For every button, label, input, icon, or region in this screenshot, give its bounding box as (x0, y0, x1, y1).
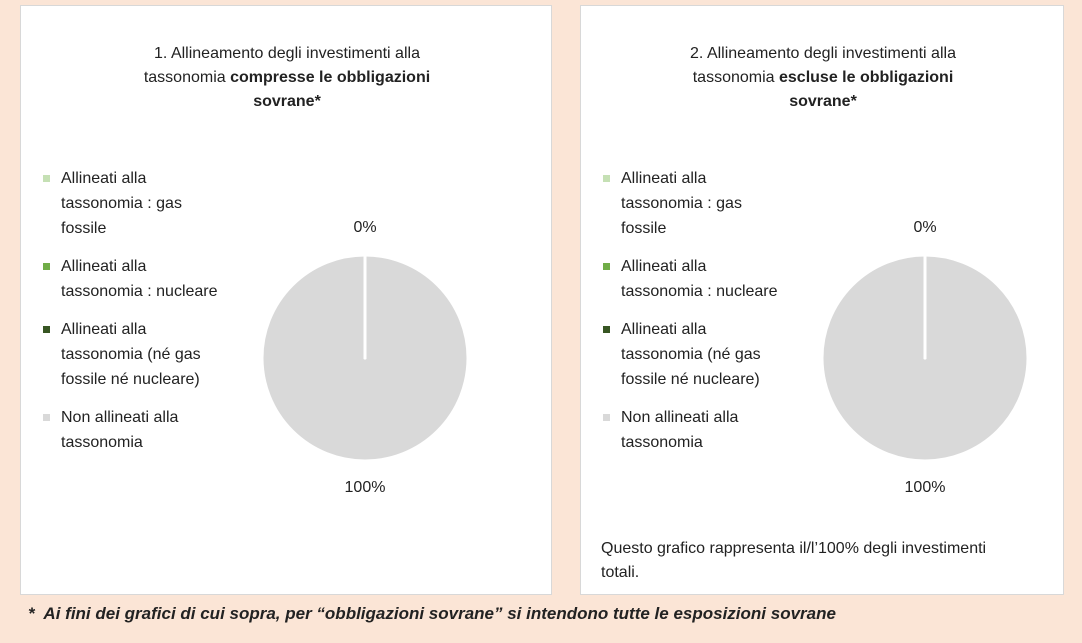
data-label: 0% (353, 219, 376, 236)
legend-item: Non allineati alla tassonomia (601, 405, 781, 455)
legend-item: Allineati alla tassonomia : gas fossile (601, 166, 781, 241)
legend-item: Non allineati alla tassonomia (41, 405, 221, 455)
legend-label: Allineati alla tassonomia (né gas fossil… (621, 321, 761, 388)
legend-item: Allineati alla tassonomia : nucleare (601, 254, 781, 304)
legend-item: Allineati alla tassonomia (né gas fossil… (41, 317, 221, 392)
legend-swatch (43, 263, 50, 270)
chart-panel: 1. Allineamento degli investimenti alla … (20, 5, 552, 595)
legend-item: Allineati alla tassonomia : nucleare (41, 254, 221, 304)
legend-swatch (603, 263, 610, 270)
legend-label: Non allineati alla tassonomia (61, 409, 179, 451)
legend-swatch (603, 175, 610, 182)
legend-label: Allineati alla tassonomia : gas fossile (61, 170, 182, 237)
legend-label: Non allineati alla tassonomia (621, 409, 739, 451)
title-bold: escluse le obbligazioni sovrane* (779, 69, 954, 110)
title-text: 1. Allineamento degli investimenti alla … (143, 45, 420, 86)
chart-title: 2. Allineamento degli investimenti alla … (673, 42, 973, 114)
legend-label: Allineati alla tassonomia : nucleare (61, 258, 218, 300)
title-bold: compresse le obbligazioni sovrane* (230, 69, 431, 110)
legend-label: Allineati alla tassonomia : nucleare (621, 258, 778, 300)
legend-item: Allineati alla tassonomia : gas fossile (41, 166, 221, 241)
legend-swatch (603, 326, 610, 333)
legend-swatch (603, 414, 610, 421)
data-label: 100% (345, 479, 386, 496)
data-label: 100% (905, 479, 946, 496)
data-label: 0% (913, 219, 936, 236)
note: Questo grafico rappresenta il/l’100% deg… (601, 540, 987, 581)
pie: 100% 0% (820, 219, 1030, 496)
footnote: * Ai fini dei grafici di cui sopra, per … (28, 604, 836, 623)
legend: Allineati alla tassonomia : gas fossile A… (601, 166, 781, 468)
pie: 100% 0% (260, 219, 470, 496)
legend-swatch (43, 175, 50, 182)
legend-item: Allineati alla tassonomia (né gas fossil… (601, 317, 781, 392)
legend-label: Allineati alla tassonomia : gas fossile (621, 170, 742, 237)
chart-panel: 2. Allineamento degli investimenti alla … (580, 5, 1064, 595)
legend-swatch (43, 326, 50, 333)
legend-label: Allineati alla tassonomia (né gas fossil… (61, 321, 201, 388)
legend-swatch (43, 414, 50, 421)
title-text: 2. Allineamento degli investimenti alla … (690, 45, 956, 86)
chart-title: 1. Allineamento degli investimenti alla … (137, 42, 437, 114)
legend: Allineati alla tassonomia : gas fossile A… (41, 166, 221, 468)
